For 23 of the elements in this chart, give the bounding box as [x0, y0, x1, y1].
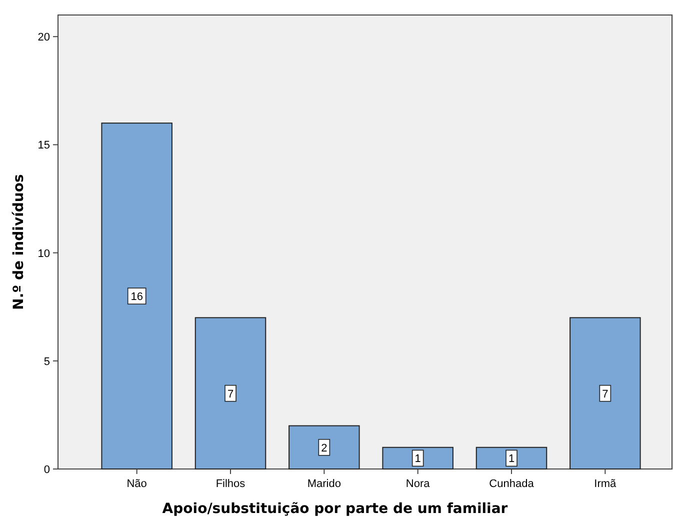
bar [194, 317, 266, 470]
x-tick-label: Irmã [594, 478, 618, 490]
x-tick-label: Não [126, 478, 147, 490]
y-tick-label: 10 [38, 248, 50, 260]
y-tick-label: 20 [38, 32, 50, 44]
x-tick-label: Marido [307, 478, 341, 490]
y-tick-label: 15 [38, 140, 50, 152]
data-label: 7 [227, 388, 234, 400]
x-tick-label: Nora [406, 478, 431, 490]
data-label: 16 [130, 291, 143, 304]
data-label: 2 [321, 442, 328, 454]
y-tick-label: 0 [44, 464, 50, 476]
data-label: 1 [414, 453, 421, 466]
data-label: 7 [602, 388, 608, 400]
x-tick-label: Cunhada [489, 478, 535, 490]
bar [570, 317, 641, 470]
data-label: 1 [508, 453, 515, 466]
x-tick-label: Filhos [216, 478, 246, 490]
x-axis-title: Apoio/substituição por parte de um familiar [162, 501, 508, 517]
y-tick-label: 5 [44, 356, 50, 368]
y-axis-title: N.º de indivíduos [11, 174, 27, 310]
bar [101, 122, 172, 470]
bar [288, 425, 360, 470]
